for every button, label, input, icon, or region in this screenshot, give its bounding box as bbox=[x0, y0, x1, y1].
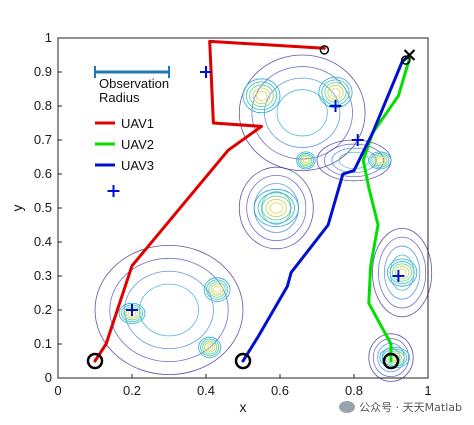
contour-blob-0-1 bbox=[109, 257, 229, 363]
contour-blob-4-2 bbox=[383, 245, 421, 300]
contour-peak-8-1 bbox=[389, 261, 415, 285]
contour-blob-1-1 bbox=[246, 174, 307, 242]
contour-peak-4-4 bbox=[255, 90, 268, 101]
contour-peak-5-4 bbox=[330, 87, 341, 98]
contour-layer bbox=[94, 54, 433, 382]
path-uav3 bbox=[241, 53, 411, 363]
y-axis-label: y bbox=[9, 205, 25, 212]
contour-blob-2-3 bbox=[276, 89, 328, 137]
legend-series: UAV1 UAV2 UAV3 bbox=[95, 116, 154, 173]
contour-peak-2-2 bbox=[202, 340, 218, 355]
contour-peak-7-0 bbox=[368, 151, 392, 170]
legend-label-uav3: UAV3 bbox=[121, 158, 154, 173]
contour-peak-7-2 bbox=[372, 154, 388, 167]
contour-peak-9-3 bbox=[387, 352, 402, 363]
contour-peak-1-0 bbox=[203, 277, 231, 302]
x-tick-label-2: 0.4 bbox=[197, 383, 215, 398]
legend-label-uav1: UAV1 bbox=[121, 116, 154, 131]
y-tick-label-5: 0.5 bbox=[34, 200, 52, 215]
contour-blob-0-0 bbox=[94, 244, 244, 375]
legend: Observation Radius UAV1 UAV2 UAV3 bbox=[94, 66, 170, 173]
start-circle-0 bbox=[86, 352, 104, 370]
contour-peak-6-2 bbox=[299, 154, 313, 167]
start-circle-2 bbox=[382, 352, 400, 370]
end-circle-uav3 bbox=[401, 55, 411, 65]
x-axis-label: x bbox=[240, 399, 247, 415]
contour-peak-7-1 bbox=[370, 153, 390, 168]
x-tick-label-1: 0.2 bbox=[123, 383, 141, 398]
contour-peak-4-1 bbox=[245, 81, 278, 111]
contour-peak-7-4 bbox=[376, 157, 384, 164]
y-tick-label-3: 0.3 bbox=[34, 268, 52, 283]
contour-blob-4-0 bbox=[372, 228, 433, 318]
contour-peak-7-3 bbox=[374, 156, 386, 165]
observation-label-line2: Radius bbox=[99, 90, 140, 105]
contour-blob-3-2 bbox=[331, 147, 377, 174]
contour-blob-2-0 bbox=[238, 54, 366, 172]
x-tick-label-3: 0.6 bbox=[271, 383, 289, 398]
end-circle-uav1 bbox=[319, 45, 330, 55]
contour-peak-0-0 bbox=[118, 302, 146, 324]
contour-peak-2-1 bbox=[200, 338, 220, 357]
contour-blob-5-0 bbox=[368, 333, 414, 382]
contour-peak-3-4 bbox=[269, 202, 283, 214]
x-tick-label-0: 0 bbox=[54, 383, 61, 398]
contour-peak-5-3 bbox=[327, 84, 344, 100]
contour-peak-1-4 bbox=[213, 285, 222, 294]
legend-label-uav2: UAV2 bbox=[121, 137, 154, 152]
path-uav1 bbox=[93, 39, 326, 363]
contour-peak-8-2 bbox=[392, 263, 412, 282]
contour-peak-3-2 bbox=[261, 195, 291, 221]
contour-peak-6-1 bbox=[297, 153, 314, 168]
contour-blob-1-0 bbox=[238, 166, 314, 250]
y-tick-label-10: 1 bbox=[45, 30, 52, 45]
start-circle-1 bbox=[234, 352, 252, 370]
contour-peak-4-0 bbox=[242, 78, 281, 114]
contour-peak-1-1 bbox=[206, 279, 229, 300]
contour-peak-4-2 bbox=[249, 84, 274, 108]
contour-peak-8-0 bbox=[386, 258, 418, 287]
y-tick-label-1: 0.1 bbox=[34, 336, 52, 351]
contour-peak-2-0 bbox=[198, 336, 222, 358]
contour-peak-2-3 bbox=[204, 342, 216, 353]
y-tick-label-0: 0 bbox=[45, 370, 52, 385]
contour-peak-3-3 bbox=[265, 198, 287, 218]
axis-ticks: 0 0.2 0.4 0.6 0.8 1 0 0.1 0.2 0.3 0.4 0.5 0.6 0.7 0.8 0… bbox=[34, 30, 432, 398]
y-tick-label-7: 0.7 bbox=[34, 132, 52, 147]
contour-peak-1-3 bbox=[210, 283, 224, 296]
contour-blob-5-1 bbox=[372, 338, 410, 378]
contour-peak-6-0 bbox=[296, 151, 316, 170]
wechat-icon bbox=[339, 401, 356, 413]
contour-peak-8-3 bbox=[394, 265, 410, 280]
contour-peak-1-2 bbox=[208, 281, 226, 298]
y-tick-label-9: 0.9 bbox=[34, 64, 52, 79]
path-uav2 bbox=[361, 56, 411, 363]
watermark-text: 公众号 · 天天Matlab bbox=[359, 401, 462, 414]
watermark: 公众号 · 天天Matlab bbox=[339, 399, 462, 415]
y-tick-label-8: 0.8 bbox=[34, 98, 52, 113]
end-cross-b bbox=[403, 49, 416, 61]
y-tick-label-6: 0.6 bbox=[34, 166, 52, 181]
uav-paths bbox=[93, 39, 411, 363]
x-tick-label-5: 1 bbox=[424, 383, 431, 398]
observation-label-line1: Observation bbox=[99, 76, 169, 91]
contour-blob-1-3 bbox=[261, 191, 292, 225]
contour-peak-4-3 bbox=[252, 87, 271, 105]
y-tick-label-2: 0.2 bbox=[34, 302, 52, 317]
markers bbox=[86, 45, 416, 370]
contour-peak-6-3 bbox=[301, 156, 311, 165]
y-tick-label-4: 0.4 bbox=[34, 234, 52, 249]
contour-peak-6-4 bbox=[302, 157, 309, 164]
contour-blob-4-1 bbox=[378, 236, 427, 309]
contour-peak-3-1 bbox=[257, 192, 295, 224]
contour-blob-3-1 bbox=[323, 143, 384, 178]
contour-peak-3-0 bbox=[253, 188, 299, 228]
x-tick-label-4: 0.8 bbox=[345, 383, 363, 398]
contour-peak-2-4 bbox=[206, 344, 214, 351]
